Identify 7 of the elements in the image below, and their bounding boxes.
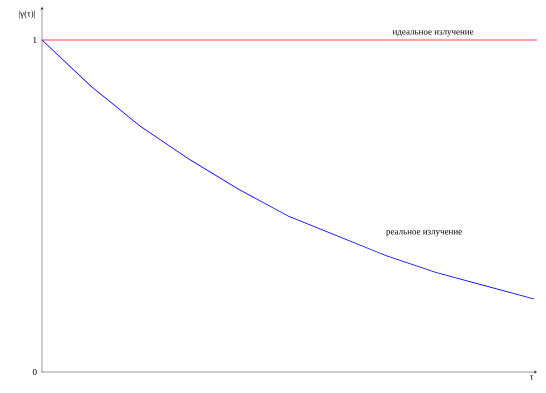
x-axis-title: τ xyxy=(530,376,534,380)
y-tick-label: 1 xyxy=(33,37,36,43)
series-label: реальное излучение xyxy=(386,230,462,236)
ref-line-label: идеальное излучение xyxy=(392,30,474,36)
y-tick-label: 0 xyxy=(32,368,37,376)
line-series xyxy=(42,40,534,300)
y-axis-title: |γ(τ)| xyxy=(19,10,35,18)
